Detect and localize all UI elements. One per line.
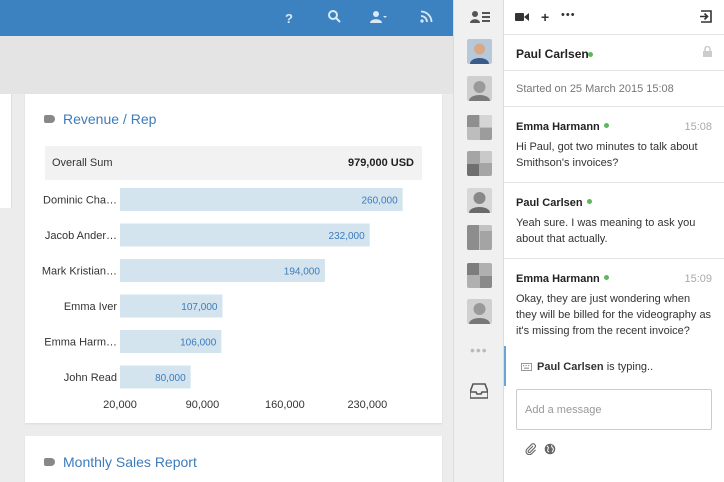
x-tick-label: 230,000 [347,399,387,411]
card-title: Revenue / Rep [63,111,157,127]
category-label: Mark Kristian… [42,266,117,278]
user-menu-icon[interactable] [370,10,388,26]
globe-icon[interactable] [544,443,556,458]
avatar-contact[interactable] [467,299,492,324]
rss-icon[interactable] [420,10,433,26]
bar [120,294,223,318]
category-label: Emma Iver [64,301,118,313]
chat-header: Paul Carlsen [504,35,724,71]
more-icon[interactable]: ••• [561,9,576,21]
bar [120,365,191,389]
category-label: John Read [64,372,117,384]
message-text: Hi Paul, got two minutes to talk about S… [516,141,698,169]
avatar-group[interactable] [467,225,492,250]
overall-sum-row: Overall Sum 979,000 USD [45,146,422,180]
chat-message: Paul Carlsen Yeah sure. I was meaning to… [504,183,724,259]
search-icon[interactable] [328,10,341,26]
chat-started-info: Started on 25 March 2015 15:08 [504,71,724,107]
message-time: 15:09 [684,273,712,285]
contact-name: Paul Carlsen [516,47,589,61]
message-text: Yeah sure. I was meaning to ask you abou… [516,217,696,245]
card-title: Monthly Sales Report [63,454,197,470]
category-label: Dominic Cha… [43,195,117,207]
overall-sum-value: 979,000 USD [347,157,414,169]
top-navigation-bar: ? [0,0,453,36]
monthly-sales-card: Monthly Sales Report [25,436,442,482]
online-status-dot [588,52,593,57]
message-author: Paul Carlsen [516,197,592,209]
avatar-contact[interactable] [467,76,492,101]
message-text: Okay, they are just wondering when they … [516,293,712,337]
x-tick-label: 90,000 [186,399,220,411]
bar [120,259,325,282]
tag-icon [44,115,55,123]
left-panel-edge [0,94,12,208]
contacts-strip: ••• [453,0,504,482]
video-icon[interactable] [515,11,529,25]
overall-sum-label: Overall Sum [52,157,113,169]
help-icon[interactable]: ? [285,11,293,26]
category-label: Jacob Ander… [45,230,117,242]
bar-value-label: 232,000 [329,231,366,242]
bar [120,330,222,353]
bar-value-label: 260,000 [362,196,399,207]
chat-panel: + ••• Paul Carlsen Started on 25 March 2… [504,0,724,482]
online-status-dot [603,122,609,128]
message-author: Emma Harmann [516,273,609,285]
avatar-group[interactable] [467,115,492,140]
plus-icon[interactable]: + [541,9,550,25]
avatar-group[interactable] [467,151,492,176]
avatar-paul-carlsen[interactable] [467,39,492,64]
tag-icon [44,458,55,466]
message-author: Emma Harmann [516,121,609,133]
chat-toolbar: + ••• [504,0,724,35]
bar-value-label: 107,000 [181,302,218,313]
more-contacts-icon[interactable]: ••• [470,342,488,358]
x-tick-label: 20,000 [103,399,137,411]
sub-header [0,36,453,94]
x-tick-label: 160,000 [265,399,305,411]
bar [120,223,370,247]
message-time: 15:08 [684,121,712,133]
attachment-icon[interactable] [525,443,537,458]
chat-message: Emma Harmann 15:08 Hi Paul, got two minu… [504,107,724,183]
message-input[interactable] [516,389,712,430]
bar-value-label: 106,000 [180,338,217,349]
revenue-bar-chart: Dominic Cha… 260,000 Jacob Ander… 232,000 Ma… [42,188,403,411]
contacts-list-icon[interactable] [470,10,490,27]
exit-icon[interactable] [700,10,712,26]
chat-message: Emma Harmann 15:09 Okay, they are just w… [504,259,724,346]
lock-icon [703,45,712,60]
category-label: Emma Harm… [44,337,117,349]
online-status-dot [603,274,609,280]
avatar-group[interactable] [467,263,492,288]
bar-value-label: 194,000 [284,267,321,278]
bar-value-label: 80,000 [155,373,186,384]
revenue-card: Revenue / Rep Overall Sum 979,000 USD Do… [25,94,442,423]
avatar-contact[interactable] [467,188,492,213]
keyboard-icon [521,362,532,374]
typing-indicator: Paul Carlsen is typing.. [504,346,724,386]
inbox-icon[interactable] [469,383,489,402]
typing-text: Paul Carlsen is typing.. [537,361,654,373]
online-status-dot [586,198,592,204]
started-timestamp: Started on 25 March 2015 15:08 [516,83,674,95]
bar [120,188,403,211]
